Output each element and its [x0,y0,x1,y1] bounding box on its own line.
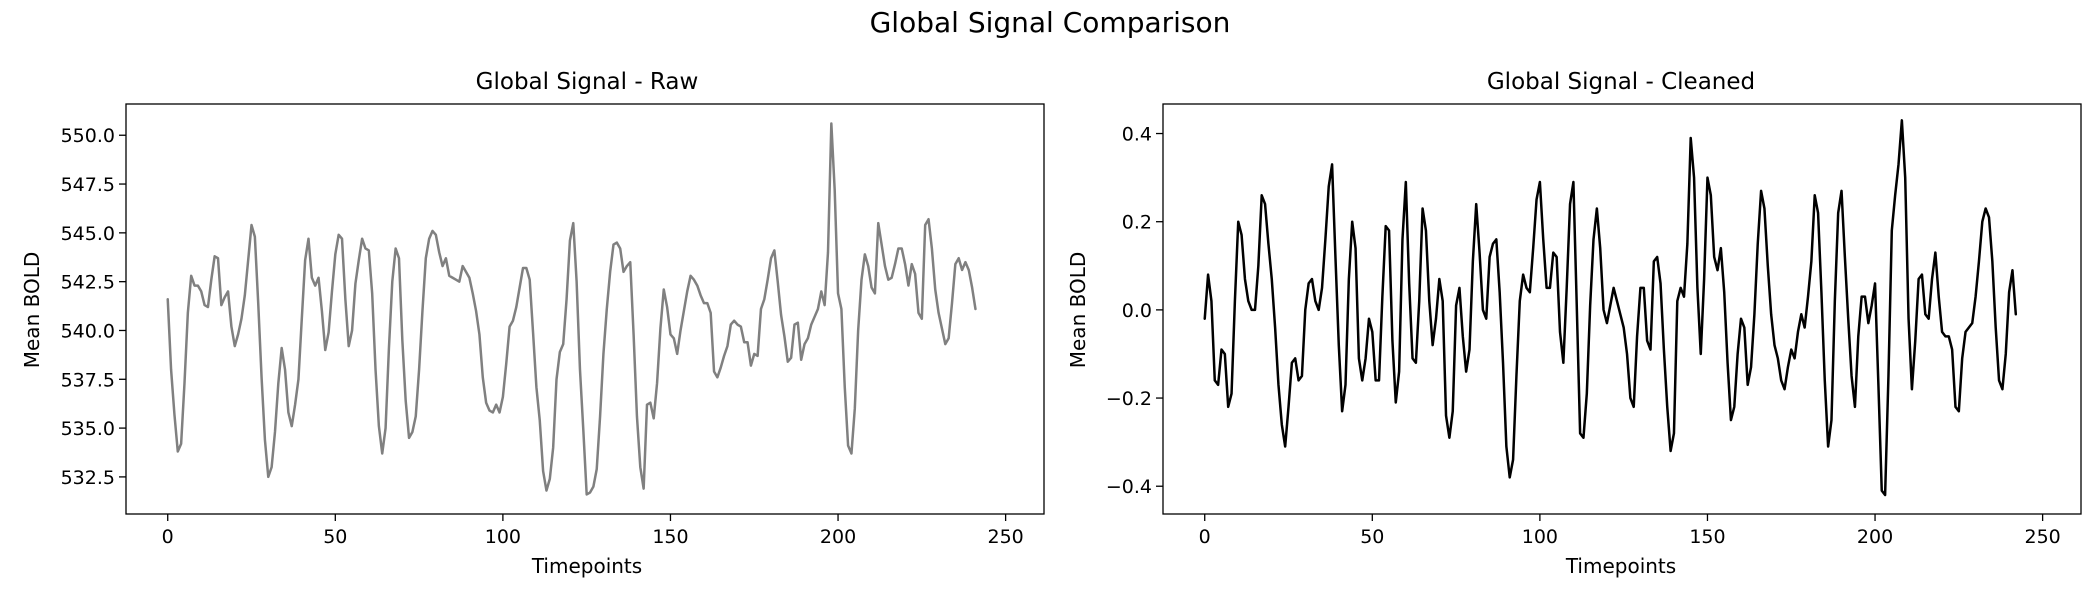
x-tick-label: 150 [652,526,688,548]
y-axis: −0.4 −0.2 0.0 0.2 0.4 [1106,124,1163,498]
subplot-cleaned: Global Signal - Cleaned −0.4 −0.2 0.0 0.2 0.… [1066,69,2082,578]
x-tick-label: 250 [2024,526,2060,548]
x-tick-label: 150 [1689,526,1725,548]
y-tick-label: −0.4 [1106,476,1152,498]
x-axis: 0 50 100 150 200 250 [162,514,1024,548]
y-tick-label: 540.0 [61,320,115,342]
chart-title: Global Signal - Raw [476,69,699,95]
x-tick-label: 50 [323,526,347,548]
x-axis: 0 50 100 150 200 250 [1199,514,2061,548]
x-tick-label: 0 [1199,526,1211,548]
y-tick-label: 532.5 [61,467,115,489]
x-tick-label: 200 [1857,526,1893,548]
series-line [1203,119,2018,497]
y-tick-label: 545.0 [61,223,115,245]
y-tick-label: 0.4 [1122,124,1152,146]
y-tick-label: 535.0 [61,418,115,440]
x-axis-label: Timepoints [1565,554,1676,578]
x-tick-label: 200 [820,526,856,548]
x-axis-label: Timepoints [531,554,642,578]
x-tick-label: 100 [485,526,521,548]
subplot-raw: Global Signal - Raw 532.5 535.0 537.5 540.0… [20,69,1045,578]
y-axis-label: Mean BOLD [1066,252,1090,369]
y-tick-label: −0.2 [1106,388,1152,410]
y-tick-label: 0.0 [1122,300,1152,322]
y-tick-label: 537.5 [61,369,115,391]
plot-frame [1162,103,2082,515]
x-tick-label: 100 [1522,526,1558,548]
y-tick-label: 0.2 [1122,212,1152,234]
x-tick-label: 50 [1360,526,1384,548]
y-tick-label: 547.5 [61,174,115,196]
y-axis: 532.5 535.0 537.5 540.0 542.5 545.0 547.5 550.0 [61,125,126,489]
figure-suptitle: Global Signal Comparison [870,6,1231,39]
y-axis-label: Mean BOLD [20,252,44,369]
y-tick-label: 542.5 [61,272,115,294]
x-tick-label: 0 [162,526,174,548]
chart-title: Global Signal - Cleaned [1487,69,1755,95]
series-line [166,122,977,496]
x-tick-label: 250 [987,526,1023,548]
y-tick-label: 550.0 [61,125,115,147]
plot-frame [125,103,1045,515]
